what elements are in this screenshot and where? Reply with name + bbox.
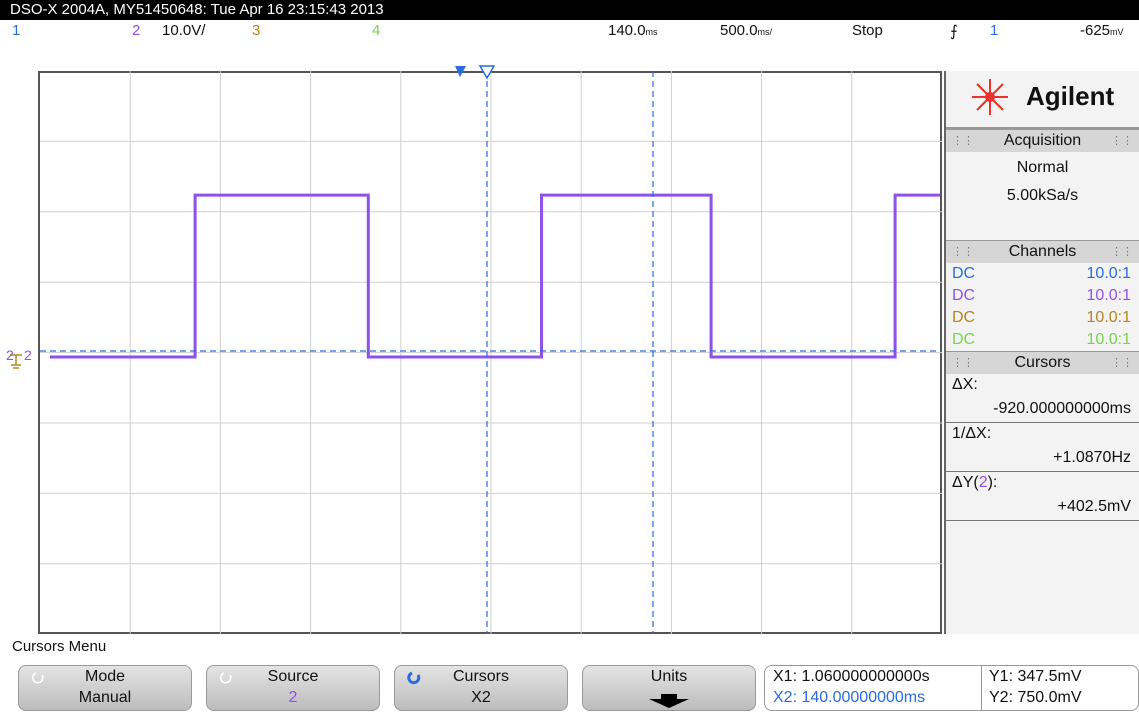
units-label: Units	[650, 668, 688, 685]
channel1-indicator[interactable]: 1	[12, 22, 21, 39]
trigger-level-number: -625	[1080, 22, 1111, 39]
sample-rate: 5.00kSa/s	[1006, 187, 1079, 204]
cursors-value: X2	[471, 689, 491, 706]
channel-coupling: DC	[952, 331, 976, 348]
channel-row-2[interactable]: DC 10.0:1	[946, 285, 1139, 307]
trigger-level-unit: mV	[1110, 27, 1124, 37]
source-label: Source	[267, 668, 319, 685]
delta-y-label: ΔY(2):	[946, 472, 1139, 494]
trigger-level: -625mV	[1080, 22, 1124, 39]
channels-title: Channels	[1008, 243, 1077, 260]
delta-y-value: +402.5mV	[946, 494, 1139, 521]
grip-icon: ⋮⋮	[952, 357, 974, 369]
trigger-source: 1	[990, 22, 999, 39]
grip-icon: ⋮⋮	[1111, 357, 1133, 369]
knob-icon	[32, 672, 44, 684]
cursors-header[interactable]: ⋮⋮ Cursors ⋮⋮	[946, 351, 1139, 374]
channel2-waveform	[50, 193, 940, 359]
ground-icon	[10, 354, 22, 369]
mode-label: Mode	[84, 668, 126, 685]
channels-header[interactable]: ⋮⋮ Channels ⋮⋮	[946, 240, 1139, 263]
x1-readout: X1: 1.060000000000s	[773, 668, 930, 685]
knob-icon	[220, 672, 232, 684]
y1-readout: Y1: 347.5mV	[989, 668, 1082, 685]
submenu-arrow-icon	[649, 694, 689, 708]
channel-coupling: DC	[952, 287, 976, 304]
grip-icon: ⋮⋮	[1111, 135, 1133, 147]
run-state: Stop	[852, 22, 883, 39]
channel-probe: 10.0:1	[1086, 265, 1131, 282]
delay-number: 140.0	[608, 22, 646, 39]
y2-readout: Y2: 750.0mV	[989, 689, 1082, 706]
channel2-trace	[50, 193, 940, 359]
delay-marker	[478, 65, 496, 80]
channel3-indicator[interactable]: 3	[252, 22, 261, 39]
channel4-indicator[interactable]: 4	[372, 22, 381, 39]
brand-header: Agilent	[946, 71, 1139, 129]
trigger-edge-icon: ⨍	[950, 23, 958, 40]
grid-lines	[40, 71, 942, 635]
delta-x-label: ΔX:	[952, 376, 978, 393]
channel-probe: 10.0:1	[1086, 331, 1131, 348]
acquisition-mode: Normal	[1016, 159, 1069, 176]
delta-y-suffix: ):	[987, 474, 998, 491]
channel-probe: 10.0:1	[1086, 309, 1131, 326]
channel-coupling: DC	[952, 309, 976, 326]
cursors-title: Cursors	[1014, 354, 1071, 371]
channel2-indicator[interactable]: 2	[132, 22, 141, 39]
grip-icon: ⋮⋮	[952, 135, 974, 147]
mode-value: Manual	[78, 689, 132, 706]
ground-reference-label-2: 2	[24, 347, 32, 363]
status-bar: 1 2 10.0V/ 3 4 140.0ms 500.0ms/ Stop ⨍ 1…	[0, 20, 1139, 42]
cursors-softkey[interactable]: Cursors X2	[394, 665, 568, 711]
inverse-delta-x-label: 1/ΔX:	[952, 425, 992, 442]
agilent-logo-icon	[972, 79, 1008, 115]
cursors-body: ΔX: -920.000000000ms 1/ΔX: +1.0870Hz ΔY(…	[946, 374, 1139, 521]
units-softkey[interactable]: Units	[582, 665, 756, 711]
ground-reference-label: 2	[6, 347, 14, 363]
acquisition-title: Acquisition	[1003, 132, 1082, 149]
delta-y-channel: 2	[978, 474, 988, 491]
trigger-position-marker	[455, 66, 466, 77]
x2-readout: X2: 140.00000000ms	[773, 689, 926, 706]
channel-row-3[interactable]: DC 10.0:1	[946, 307, 1139, 329]
channel-probe: 10.0:1	[1086, 287, 1131, 304]
title-bar: DSO-X 2004A, MY51450648: Tue Apr 16 23:1…	[0, 0, 1139, 20]
timebase-unit: ms/	[757, 27, 773, 37]
side-panel: Agilent ⋮⋮ Acquisition ⋮⋮ Normal 5.00kSa…	[944, 71, 1139, 634]
knob-active-icon	[407, 671, 421, 685]
channels-list: DC 10.0:1 DC 10.0:1 DC 10.0:1 DC 10.0:1	[946, 263, 1139, 351]
mode-softkey[interactable]: Mode Manual	[18, 665, 192, 711]
delta-y-prefix: ΔY(	[952, 474, 979, 491]
timebase-number: 500.0	[720, 22, 758, 39]
delay-value: 140.0ms	[608, 22, 658, 39]
channel-row-1[interactable]: DC 10.0:1	[946, 263, 1139, 285]
source-value: 2	[288, 689, 298, 706]
grip-icon: ⋮⋮	[1111, 246, 1133, 258]
cursors-label: Cursors	[452, 668, 509, 685]
delta-x-value: -920.000000000ms	[946, 396, 1139, 423]
cursor-readout: X1: 1.060000000000s X2: 140.00000000ms Y…	[764, 665, 1139, 711]
timebase-value: 500.0ms/	[720, 22, 772, 39]
menu-title: Cursors Menu	[12, 638, 107, 655]
inverse-delta-x-value: +1.0870Hz	[946, 445, 1139, 472]
source-softkey[interactable]: Source 2	[206, 665, 380, 711]
acquisition-header[interactable]: ⋮⋮ Acquisition ⋮⋮	[946, 129, 1139, 152]
channel2-scale: 10.0V/	[162, 22, 206, 39]
acquisition-body: Normal 5.00kSa/s	[946, 152, 1139, 240]
delay-unit: ms	[645, 27, 658, 37]
channel-row-4[interactable]: DC 10.0:1	[946, 329, 1139, 351]
channel-coupling: DC	[952, 265, 976, 282]
grip-icon: ⋮⋮	[952, 246, 974, 258]
readout-divider	[981, 666, 982, 710]
brand-name: Agilent	[1026, 81, 1115, 111]
